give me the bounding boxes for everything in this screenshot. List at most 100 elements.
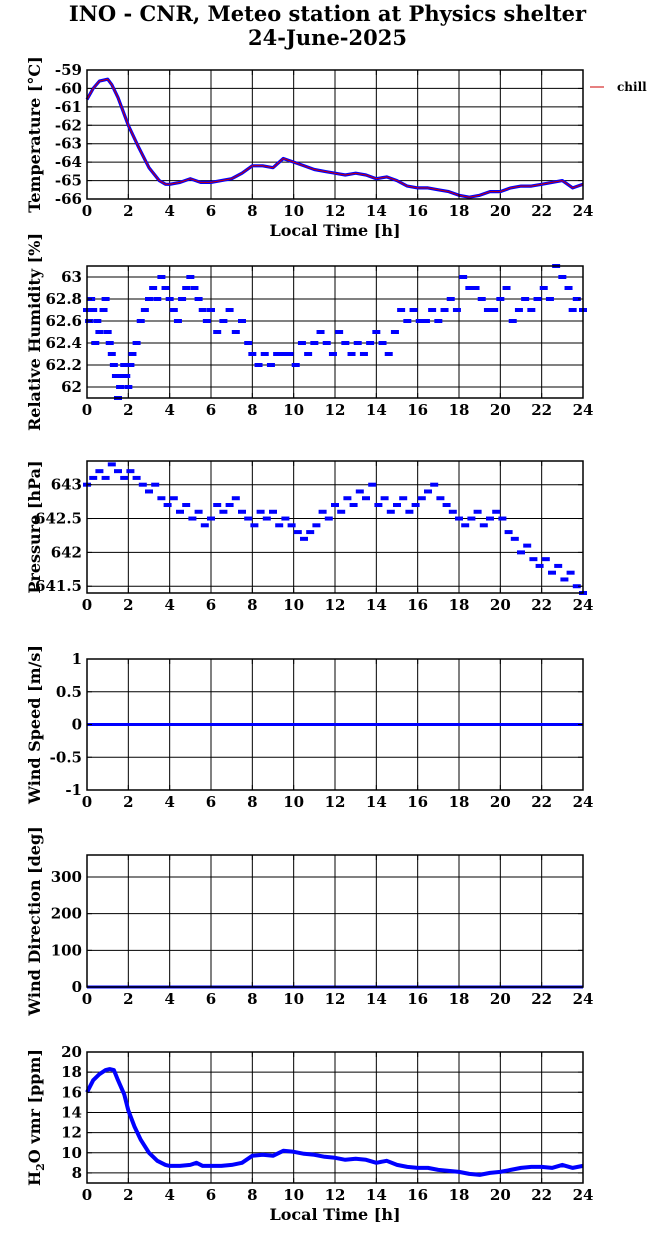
x-tick-label: 2 bbox=[123, 793, 133, 811]
x-tick-label: 22 bbox=[531, 990, 552, 1008]
data-point bbox=[564, 286, 573, 290]
data-point bbox=[225, 308, 234, 312]
x-tick-label: 0 bbox=[82, 990, 92, 1008]
y-tick-label: 10 bbox=[61, 1144, 82, 1162]
data-point bbox=[111, 374, 120, 378]
data-point bbox=[403, 319, 412, 323]
data-point bbox=[316, 330, 325, 334]
data-point bbox=[322, 341, 331, 345]
data-point bbox=[157, 496, 166, 501]
y-axis-label: Wind Speed [m/s] bbox=[25, 645, 44, 805]
x-tick-label: 8 bbox=[247, 793, 257, 811]
data-point bbox=[533, 297, 542, 301]
x-tick-label: 10 bbox=[283, 401, 304, 419]
y-tick-label: -63 bbox=[55, 135, 82, 153]
data-point bbox=[368, 482, 377, 487]
data-point bbox=[492, 509, 501, 514]
data-point bbox=[244, 341, 253, 345]
data-point bbox=[273, 352, 282, 356]
data-point bbox=[465, 286, 474, 290]
data-point bbox=[93, 319, 102, 323]
data-point bbox=[349, 503, 358, 507]
x-tick-label: 18 bbox=[449, 990, 470, 1008]
data-point bbox=[149, 286, 158, 290]
data-point bbox=[558, 275, 567, 279]
data-point bbox=[260, 352, 269, 356]
x-tick-label: 12 bbox=[325, 793, 346, 811]
data-point bbox=[132, 341, 141, 345]
x-tick-label: 8 bbox=[247, 1186, 257, 1204]
x-tick-label: 18 bbox=[449, 1186, 470, 1204]
data-point bbox=[207, 516, 215, 521]
x-tick-label: 14 bbox=[366, 401, 387, 419]
data-point bbox=[473, 509, 482, 514]
x-tick-label: 6 bbox=[206, 596, 216, 614]
data-point bbox=[138, 482, 147, 487]
data-point bbox=[486, 516, 494, 521]
x-tick-label: 22 bbox=[531, 1186, 552, 1204]
panel-2: 0 2 4 6 8 10 12 14 16 18 20 22 246262.262.462.662.86… bbox=[25, 233, 593, 431]
y-tick-label: 20 bbox=[61, 1043, 82, 1061]
data-point bbox=[120, 475, 129, 480]
x-tick-label: 12 bbox=[325, 990, 346, 1008]
x-tick-label: 16 bbox=[407, 202, 428, 220]
x-tick-label: 12 bbox=[325, 401, 346, 419]
y-axis-label: Pressure [hPa] bbox=[25, 460, 44, 593]
data-point bbox=[374, 503, 383, 507]
y-tick-label: 643 bbox=[51, 476, 82, 494]
data-point bbox=[194, 509, 203, 514]
panel-3: 0 2 4 6 8 10 12 14 16 18 20 22 24641.5642642.5643Pre… bbox=[25, 460, 593, 614]
data-point bbox=[347, 352, 356, 356]
x-tick-label: 6 bbox=[206, 1186, 216, 1204]
y-tick-label: 642.5 bbox=[35, 510, 82, 528]
x-tick-label: 22 bbox=[531, 401, 552, 419]
data-point bbox=[132, 475, 141, 480]
x-tick-label: 24 bbox=[573, 202, 594, 220]
data-point bbox=[244, 516, 253, 521]
data-point bbox=[496, 297, 505, 301]
data-point bbox=[434, 319, 443, 323]
x-tick-label: 16 bbox=[407, 1186, 428, 1204]
y-tick-label: 62.8 bbox=[45, 290, 82, 308]
x-tick-label: 16 bbox=[407, 401, 428, 419]
chart-title: INO - CNR, Meteo station at Physics shel… bbox=[0, 2, 655, 50]
x-tick-label: 20 bbox=[490, 793, 511, 811]
x-tick-label: 18 bbox=[449, 596, 470, 614]
x-tick-label: 6 bbox=[206, 202, 216, 220]
data-point bbox=[393, 503, 401, 507]
data-point bbox=[529, 557, 538, 562]
data-point bbox=[116, 385, 125, 389]
data-point bbox=[275, 523, 284, 528]
data-point bbox=[539, 286, 548, 290]
data-point bbox=[109, 363, 118, 367]
data-point bbox=[99, 308, 108, 312]
y-tick-label: 8 bbox=[72, 1164, 82, 1182]
x-tick-label: 20 bbox=[490, 990, 511, 1008]
data-point bbox=[397, 308, 406, 312]
data-point bbox=[399, 496, 408, 501]
data-point bbox=[101, 297, 110, 301]
data-point bbox=[366, 341, 375, 345]
data-point bbox=[126, 469, 135, 474]
data-point bbox=[440, 308, 449, 312]
data-point bbox=[508, 319, 517, 323]
data-point bbox=[105, 341, 114, 345]
data-point bbox=[128, 352, 137, 356]
y-tick-label: 62 bbox=[61, 378, 82, 396]
data-point bbox=[101, 475, 110, 480]
x-tick-label: 20 bbox=[490, 1186, 511, 1204]
data-point bbox=[455, 516, 463, 521]
data-point bbox=[118, 374, 127, 378]
data-point bbox=[409, 308, 418, 312]
data-point bbox=[200, 523, 209, 528]
data-point bbox=[238, 319, 246, 323]
y-tick-label: -61 bbox=[55, 98, 82, 116]
data-point bbox=[161, 286, 170, 290]
data-point bbox=[572, 584, 581, 589]
data-point bbox=[169, 496, 178, 501]
data-point bbox=[411, 503, 420, 507]
data-point bbox=[448, 509, 457, 514]
data-point bbox=[269, 509, 277, 514]
